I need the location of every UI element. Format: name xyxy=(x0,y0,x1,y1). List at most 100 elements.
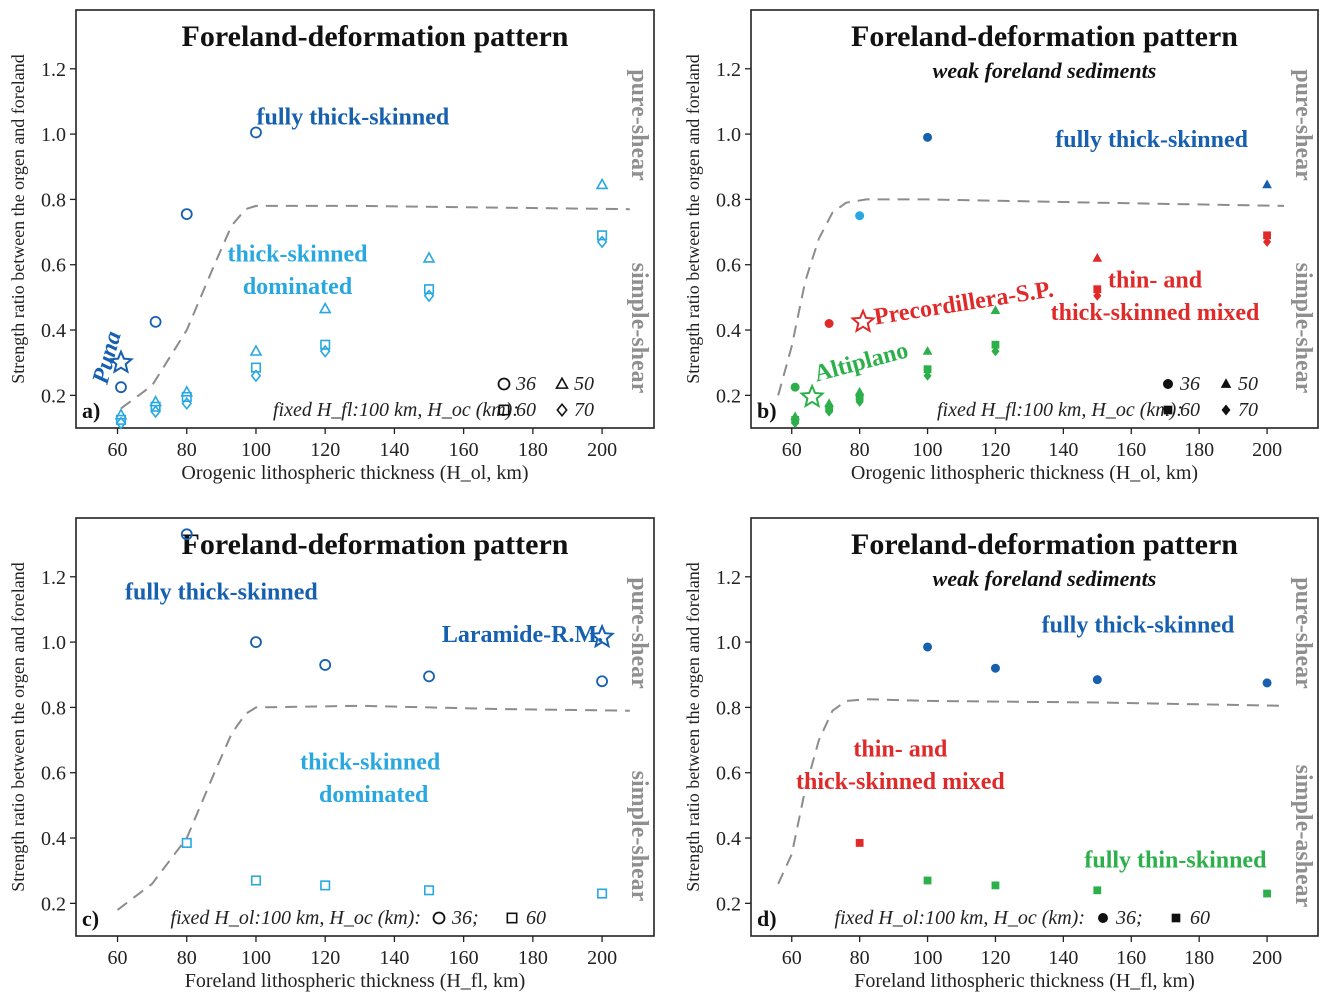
pure-shear-label: pure-shear xyxy=(1290,577,1316,689)
x-tick-label: 160 xyxy=(449,947,479,969)
star-marker xyxy=(589,623,616,649)
legend-caption: fixed H_fl:100 km, H_oc (km): xyxy=(273,399,519,421)
x-axis-label: Orogenic lithospheric thickness (H_ol, k… xyxy=(851,462,1198,484)
annotation-label: thick-skinned mixed xyxy=(796,769,1005,795)
panel-letter: b) xyxy=(757,398,777,423)
y-tick-label: 0.6 xyxy=(41,255,66,277)
plot-frame xyxy=(750,9,1319,429)
legend-marker-diamond xyxy=(1221,404,1231,416)
legend-entry-label: 60 xyxy=(516,399,536,421)
y-tick-label: 1.0 xyxy=(41,632,66,654)
legend-entry-label: 50 xyxy=(574,373,594,395)
legend-entry-label: 50 xyxy=(1238,373,1258,395)
legend-entry-label: 36 xyxy=(1179,373,1200,395)
data-point-circle xyxy=(990,663,1000,673)
y-axis-label: Strength ratio between the orgen and for… xyxy=(8,54,28,384)
data-point-circle xyxy=(180,208,193,221)
x-tick-label: 180 xyxy=(1184,439,1214,461)
annotation-label: Altiplano xyxy=(811,337,910,387)
annotation-label: Precordillera-S.P. xyxy=(872,277,1055,331)
legend: fixed H_ol:100 km, H_oc (km): 36; 60 xyxy=(171,907,546,929)
data-point-triangle xyxy=(595,177,609,190)
legend-marker-square xyxy=(506,912,518,924)
legend: fixed H_fl:100 km, H_oc (km): 36 50 60 70 xyxy=(273,373,594,421)
x-axis-label: Foreland lithospheric thickness (H_fl, k… xyxy=(185,970,526,992)
legend-marker-triangle xyxy=(1220,378,1232,388)
data-point-diamond xyxy=(250,369,262,383)
data-point-circle xyxy=(423,670,435,683)
y-tick-label: 0.8 xyxy=(41,189,66,211)
chart-subtitle: weak foreland sediments xyxy=(933,58,1157,83)
data-point-circle xyxy=(180,528,193,541)
data-point-square xyxy=(1093,886,1102,895)
data-point-circle xyxy=(319,659,332,671)
y-axis-label: Strength ratio between the orgen and for… xyxy=(683,54,703,384)
legend: fixed H_ol:100 km, H_oc (km): 36; 60 xyxy=(835,907,1210,929)
data-point-circle xyxy=(149,315,162,328)
x-axis-label: Orogenic lithospheric thickness (H_ol, k… xyxy=(181,462,528,484)
y-axis-label: Strength ratio between the orgen and for… xyxy=(8,562,28,892)
data-point-square xyxy=(250,362,262,373)
data-point-square xyxy=(150,401,161,412)
legend-entry-label: 36 xyxy=(515,373,536,395)
x-tick-label: 140 xyxy=(379,947,409,969)
x-tick-label: 160 xyxy=(1116,439,1146,461)
legend-entry-label: 36; xyxy=(1115,907,1143,929)
data-point-square xyxy=(597,888,608,899)
panel-a: 60 80 100 120 140 160 180 200 0.2 0.4 0.6 0.8 1.0 1.2… xyxy=(8,9,655,484)
data-point-square xyxy=(855,839,864,847)
data-point-triangle xyxy=(1092,252,1103,262)
data-point-circle xyxy=(250,636,262,648)
panel-letter: c) xyxy=(82,906,99,931)
data-point-circle xyxy=(1092,675,1102,685)
x-tick-label: 80 xyxy=(850,439,870,461)
data-point-square xyxy=(181,837,192,848)
legend-caption: fixed H_fl:100 km, H_oc (km): xyxy=(937,399,1183,421)
legend-marker-diamond xyxy=(556,402,568,418)
annotation-label: thin- and xyxy=(853,736,948,762)
x-tick-label: 120 xyxy=(980,947,1010,969)
plot-frame xyxy=(75,9,655,429)
y-tick-label: 0.4 xyxy=(716,320,741,342)
pure-shear-label: pure-shear xyxy=(626,69,652,181)
star-marker xyxy=(850,308,876,333)
annotation-label: thin- and xyxy=(1108,268,1203,294)
data-point-circle xyxy=(1262,678,1272,688)
x-tick-label: 140 xyxy=(1048,439,1078,461)
y-tick-label: 1.2 xyxy=(41,567,66,589)
legend-marker-square xyxy=(1163,405,1173,415)
x-tick-label: 60 xyxy=(782,439,802,461)
x-tick-label: 160 xyxy=(449,439,479,461)
x-tick-label: 140 xyxy=(1048,947,1078,969)
annotation-label: fully thin-skinned xyxy=(1084,847,1267,873)
legend-marker-triangle xyxy=(555,376,569,389)
x-tick-label: 100 xyxy=(241,947,271,969)
x-tick-label: 100 xyxy=(913,439,943,461)
x-tick-label: 120 xyxy=(310,439,340,461)
data-point-circle xyxy=(115,381,127,394)
data-point-circle xyxy=(790,382,800,392)
star-marker xyxy=(108,349,134,374)
star-marker xyxy=(799,383,826,408)
y-tick-label: 0.8 xyxy=(41,697,66,719)
x-tick-label: 180 xyxy=(1184,947,1214,969)
data-point-diamond xyxy=(319,344,331,358)
legend-caption: fixed H_ol:100 km, H_oc (km): xyxy=(171,907,421,929)
chart-title: Foreland-deformation pattern xyxy=(851,20,1238,53)
y-tick-label: 0.2 xyxy=(41,893,66,915)
simple-shear-label: simple-shear xyxy=(626,263,652,394)
annotation-label: dominated xyxy=(319,782,429,808)
data-point-square xyxy=(423,885,435,896)
annotation-label: Puna xyxy=(88,328,127,387)
x-tick-label: 180 xyxy=(518,439,548,461)
panel-d: 60 80 100 120 140 160 180 200 0.2 0.4 0.6 0.8 1.0 1.2… xyxy=(683,517,1319,992)
y-tick-label: 1.0 xyxy=(41,124,66,146)
simple-shear-label: simple-shear xyxy=(1290,263,1316,394)
x-tick-label: 200 xyxy=(587,947,617,969)
data-point-square xyxy=(991,881,1000,890)
x-tick-label: 200 xyxy=(587,439,617,461)
data-point-diamond xyxy=(115,416,127,430)
data-point-diamond xyxy=(791,418,800,429)
data-point-diamond xyxy=(150,405,161,419)
